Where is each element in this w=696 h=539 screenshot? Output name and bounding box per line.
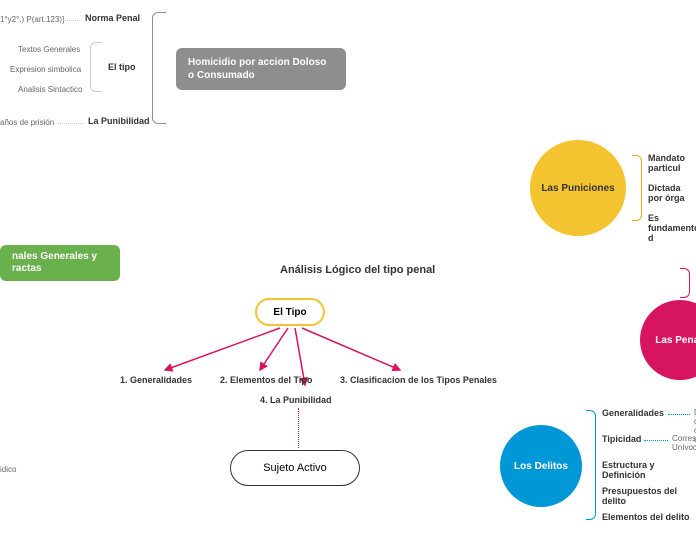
branch-3: 3. Clasificacion de los Tipos Penales — [340, 375, 497, 385]
green-box: nales Generales y ractas — [0, 245, 120, 281]
penas-circle: Las Penas — [640, 300, 696, 380]
del-e: Estructura y Definición — [602, 460, 696, 480]
pun-i3: Es fundamento d — [648, 213, 696, 243]
del-el: Elementos del delito — [602, 512, 690, 522]
pun-i1: Mandato particul — [648, 153, 696, 173]
branch-1: 1. Generalidades — [120, 375, 192, 385]
conn — [50, 20, 80, 21]
del-tD: Correspondencia Unívoca — [672, 434, 696, 452]
pun-i2: Dictada por órga — [648, 183, 696, 203]
dotted-down — [298, 408, 299, 448]
puniciones-bracket — [632, 155, 642, 221]
sujeto-activo: Sujeto Activo — [230, 450, 360, 486]
penas-bracket-top — [680, 268, 690, 298]
branch-2: 2. Elementos del Tipo — [220, 375, 312, 385]
bracket-main — [152, 12, 166, 124]
delitos-bracket — [586, 410, 596, 520]
del-p: Presupuestos del delito — [602, 486, 696, 506]
del-g: Generalidades — [602, 408, 664, 418]
homicidio-box: Homicidio por accion Doloso o Consumado — [176, 48, 346, 90]
el-tipo-node: El Tipo — [255, 298, 325, 326]
norma-penal: Norma Penal — [85, 13, 140, 23]
delitos-circle: Los Delitos — [500, 425, 582, 507]
el-tipo-label: El tipo — [108, 62, 136, 72]
textos: Textos Generales — [18, 45, 80, 54]
expresion: Expresion simbolica — [10, 65, 81, 74]
center-title: Análisis Lógico del tipo penal — [280, 264, 435, 276]
del-t: Tipicidad — [602, 434, 641, 444]
bracket-eltipo — [90, 42, 102, 92]
conn2 — [58, 123, 83, 124]
branch-4: 4. La Punibilidad — [260, 395, 332, 405]
analisis-sint: Analisis Sintactico — [18, 85, 82, 94]
el-tipo-arrows — [130, 320, 450, 400]
prision: años de prisión — [0, 118, 54, 127]
dt-line — [644, 440, 668, 441]
punibilidad: La Punibilidad — [88, 116, 150, 126]
puniciones-circle: Las Puniciones — [530, 140, 626, 236]
juridico: idico — [0, 465, 16, 474]
dg-line — [668, 414, 690, 415]
